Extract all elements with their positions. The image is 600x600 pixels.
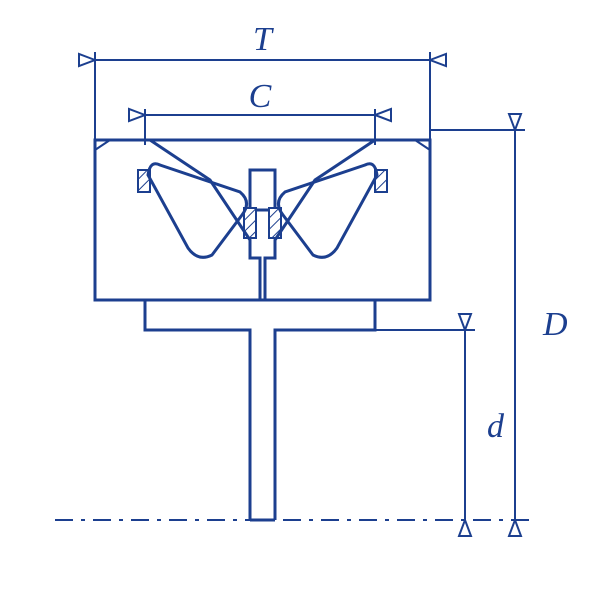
dim-label-T: T bbox=[253, 21, 274, 58]
dim-label-C: C bbox=[249, 78, 272, 115]
dim-label-d: d bbox=[487, 408, 505, 445]
dim-label-D: D bbox=[542, 306, 568, 343]
